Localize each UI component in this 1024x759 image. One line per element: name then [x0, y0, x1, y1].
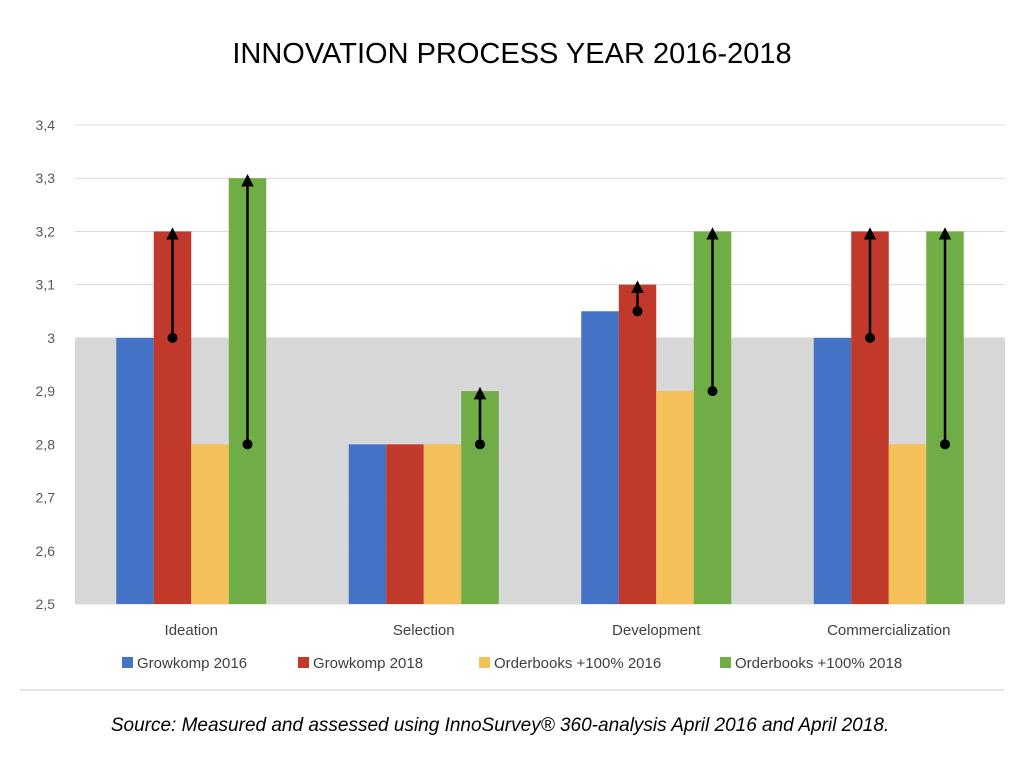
y-tick-label: 2,5: [36, 596, 56, 612]
change-arrow-origin: [940, 439, 950, 450]
y-tick-label: 3,3: [36, 170, 56, 186]
y-tick-label: 2,7: [36, 490, 56, 506]
bar: [618, 284, 657, 604]
bar: [423, 444, 462, 604]
change-arrow-origin: [242, 439, 253, 450]
y-tick-label: 3,4: [36, 117, 56, 133]
y-tick-label: 3,1: [36, 277, 56, 293]
bar: [888, 444, 927, 604]
legend-label: Orderbooks +100% 2018: [735, 655, 902, 672]
legend-swatch: [298, 657, 309, 668]
legend-swatch: [122, 657, 133, 668]
x-axis-category-labels: Ideation Selection Development Commercializ…: [165, 622, 951, 639]
y-tick-label: 3: [47, 330, 55, 346]
chart-title: INNOVATION PROCESS YEAR 2016-2018: [232, 38, 792, 70]
legend-label: Growkomp 2018: [313, 655, 423, 672]
change-arrow-origin: [707, 386, 718, 397]
change-arrow-origin: [475, 439, 485, 450]
bars: [116, 178, 964, 604]
bar: [348, 444, 387, 604]
y-tick-label: 2,6: [36, 543, 56, 559]
x-category-label: Ideation: [165, 622, 218, 639]
legend-swatch: [720, 657, 731, 668]
y-tick-label: 2,8: [36, 436, 56, 452]
change-arrows: [166, 173, 952, 450]
bar: [386, 444, 424, 604]
legend: Growkomp 2016 Growkomp 2018 Orderbooks +10…: [122, 655, 902, 672]
y-axis-tick-labels: 2,5 2,6 2,7 2,8 2,9 3 3,1 3,2 3,3 3,4: [36, 117, 56, 612]
bar: [656, 391, 694, 604]
legend-label: Orderbooks +100% 2016: [494, 655, 661, 672]
bar: [116, 337, 154, 604]
legend-swatch: [479, 657, 490, 668]
x-category-label: Selection: [393, 622, 455, 639]
y-tick-label: 2,9: [36, 383, 56, 399]
change-arrow-origin: [865, 332, 875, 343]
bar: [581, 311, 619, 604]
change-arrow-origin: [167, 332, 178, 343]
y-tick-label: 3,2: [36, 223, 56, 239]
bar: [191, 444, 229, 604]
x-category-label: Development: [612, 622, 701, 639]
source-note: Source: Measured and assessed using Inno…: [110, 715, 890, 736]
change-arrow-origin: [632, 306, 643, 317]
bar: [813, 337, 852, 604]
legend-label: Growkomp 2016: [137, 655, 247, 672]
x-category-label: Commercialization: [827, 622, 950, 639]
